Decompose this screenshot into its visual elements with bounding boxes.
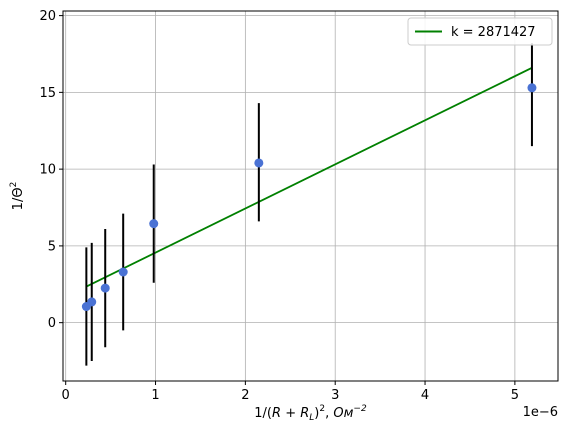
x-label-close: ) xyxy=(314,406,319,421)
x-tick-label: 3 xyxy=(331,388,339,403)
plot-frame xyxy=(62,10,559,382)
data-point xyxy=(149,219,159,229)
y-axis-ticks: 0 5 10 15 20 xyxy=(39,9,63,331)
x-label-unit: Ом xyxy=(333,406,353,421)
x-label-comma: , xyxy=(325,406,333,421)
y-tick-label: 20 xyxy=(39,9,56,24)
data-point xyxy=(118,267,128,277)
x-label-r: R xyxy=(272,406,281,421)
x-label-sub: L xyxy=(309,413,314,423)
x-axis-label: 1/(R + RL)2, Ом−2 xyxy=(254,404,367,423)
x-tick-label: 1 xyxy=(151,388,159,403)
fit-line-group xyxy=(85,66,533,288)
data-points xyxy=(81,83,537,312)
y-tick-label: 5 xyxy=(48,239,56,254)
x-tick-label: 0 xyxy=(62,388,70,403)
legend: k = 2871427 xyxy=(407,17,553,46)
x-label-unit-exp: −2 xyxy=(353,404,367,414)
legend-label-fit-line: k = 2871427 xyxy=(451,25,536,40)
x-label-r2: R xyxy=(300,406,309,421)
data-point xyxy=(100,283,110,293)
x-tick-label: 4 xyxy=(421,388,429,403)
grid xyxy=(63,11,558,381)
data-point xyxy=(527,83,537,93)
x-tick-label: 5 xyxy=(511,388,519,403)
y-label-exp: 2 xyxy=(9,182,19,188)
x-label-prefix: 1/( xyxy=(254,406,272,421)
y-label-prefix: 1/Θ xyxy=(11,187,26,210)
fit-line xyxy=(85,66,533,288)
x-tick-label: 2 xyxy=(241,388,249,403)
data-point xyxy=(87,297,97,307)
y-axis-label: 1/Θ2 xyxy=(9,182,26,211)
x-offset-label: 1e−6 xyxy=(523,405,558,420)
y-tick-label: 10 xyxy=(39,163,56,178)
x-label-exp: 2 xyxy=(319,404,325,414)
y-tick-label: 0 xyxy=(48,316,56,331)
x-label-plus: + xyxy=(281,406,300,421)
legend-box xyxy=(407,17,553,46)
data-point xyxy=(254,158,264,168)
y-tick-label: 15 xyxy=(39,86,56,101)
x-axis-ticks: 0 1 2 3 4 5 xyxy=(62,381,519,403)
